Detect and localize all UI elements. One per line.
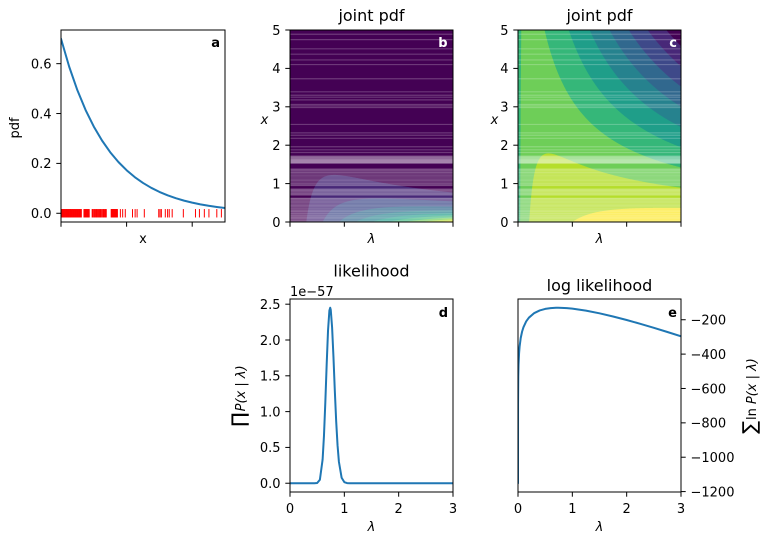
panel-a-letter: a (211, 36, 220, 51)
x-tick-label: 2 (395, 502, 403, 517)
panel-e-letter: e (668, 306, 677, 321)
axes-frame (289, 298, 454, 493)
panel-e-ylabel-ln: ln (745, 408, 760, 420)
y-tick-label: 0.2 (31, 157, 52, 172)
panel-b-title: joint pdf (337, 6, 404, 25)
y-tick-label: 0 (272, 216, 280, 231)
y-tick-label: 5 (500, 24, 508, 39)
contour-band-6 (290, 215, 453, 222)
y-tick-label: 0 (500, 216, 508, 231)
panel-d-xlabel: λ (367, 520, 376, 535)
plot-content (290, 30, 453, 222)
y-tick-label: 3 (272, 101, 280, 116)
y-tick-label: −800 (691, 417, 727, 432)
y-tick-label: 0.4 (31, 107, 52, 122)
plot-content (290, 306, 453, 485)
plot-content (518, 306, 681, 485)
x-tick-label: 0 (514, 502, 522, 517)
panel-b-ylabel: x (260, 113, 269, 128)
axes-frame (517, 29, 682, 223)
panel-a-plot-area: 0.0 0.2 0.4 0.6 (31, 29, 226, 227)
sum-symbol: ∑ (739, 421, 761, 434)
y-tick-label: 1 (500, 177, 508, 192)
panel-e-ylabel: ∑ln P(x | λ) (739, 358, 761, 434)
series-line-pdf (61, 37, 225, 210)
y-tick-label: 3 (500, 101, 508, 116)
x-tick-label: 3 (677, 502, 685, 517)
panel-c-ylabel: x (490, 113, 499, 128)
panel-d-ylabel-text: P(x | λ) (234, 365, 249, 411)
panel-c-joint-pdf: 0 1 2 3 4 5 joint pdf x λ c (490, 6, 682, 247)
series-line-likelihood (290, 306, 453, 485)
y-tick-label: 2.0 (260, 334, 281, 349)
y-tick-label: −1200 (691, 485, 735, 500)
x-tick-label: 3 (449, 502, 457, 517)
panel-a-ylabel: pdf (8, 117, 23, 139)
axes-frame (289, 29, 454, 223)
product-symbol: ∏ (228, 412, 250, 426)
panel-e-log-likelihood: 0 1 2 3 −200 −400 −600 −800 −1000 −1200 log likel… (514, 276, 761, 535)
y-tick-label: 0.0 (260, 477, 281, 492)
panel-d-letter: d (439, 306, 448, 321)
y-tick-label: 1.5 (260, 370, 281, 385)
panel-a-pdf: 0.0 0.2 0.4 0.6 pdf x a (8, 29, 226, 247)
contour-band-9 (518, 207, 681, 222)
panel-b-joint-pdf: 0 1 2 3 4 5 joint pdf x λ b (260, 6, 454, 247)
panel-b-plot-area: 0 1 2 3 4 5 (272, 24, 454, 231)
axes-frame (517, 298, 682, 493)
x-tick-label: 2 (623, 502, 631, 517)
panel-e-title: log likelihood (547, 276, 653, 295)
y-tick-label: 1.0 (260, 405, 281, 420)
y-tick-label: −200 (691, 314, 727, 329)
y-tick-label: −400 (691, 348, 727, 363)
y-tick-label: 0.0 (31, 207, 52, 222)
y-tick-label: 2.5 (260, 298, 281, 313)
plot-content (518, 30, 681, 222)
panel-c-plot-area: 0 1 2 3 4 5 (500, 24, 682, 231)
x-tick-label: 1 (340, 502, 348, 517)
panel-e-plot-area: 0 1 2 3 −200 −400 −600 −800 −1000 −1200 (514, 298, 735, 517)
y-tick-label: 0.5 (260, 441, 281, 456)
panel-d-title: likelihood (333, 262, 409, 281)
axes-frame (60, 29, 226, 223)
x-tick-label: 0 (286, 502, 294, 517)
panel-d-ylabel: ∏P(x | λ) (228, 365, 250, 426)
y-tick-label: 2 (272, 139, 280, 154)
panel-d-plot-area: 0 1 2 3 0.0 0.5 1.0 1.5 2.0 2.5 (260, 298, 457, 517)
y-tick-label: 5 (272, 24, 280, 39)
y-tick-label: 0.6 (31, 57, 52, 72)
y-tick-label: 4 (272, 62, 280, 77)
panel-e-xlabel: λ (595, 520, 604, 535)
panel-a-xlabel: x (139, 232, 147, 247)
y-tick-label: 1 (272, 177, 280, 192)
panel-d-likelihood: 0 1 2 30.00.51.01.52.02.5 likelihood 1e−57 … (228, 262, 457, 536)
panel-b-xlabel: λ (367, 232, 376, 247)
y-tick-label: −600 (691, 382, 727, 397)
y-tick-label: 4 (500, 62, 508, 77)
panel-c-title: joint pdf (565, 6, 632, 25)
series-line-log-likelihood (518, 306, 681, 485)
panel-b-letter: b (438, 36, 447, 51)
contour-band-8 (518, 153, 681, 222)
panel-c-xlabel: λ (595, 232, 604, 247)
contour-band-7 (290, 217, 453, 222)
plot-content (61, 37, 225, 218)
x-tick-label: 1 (568, 502, 576, 517)
panel-d-offset-text: 1e−57 (290, 285, 334, 300)
panel-e-ylabel-text: P(x | λ) (745, 358, 760, 404)
y-tick-label: −1000 (691, 451, 735, 466)
panel-c-letter: c (669, 36, 677, 51)
y-tick-label: 2 (500, 139, 508, 154)
